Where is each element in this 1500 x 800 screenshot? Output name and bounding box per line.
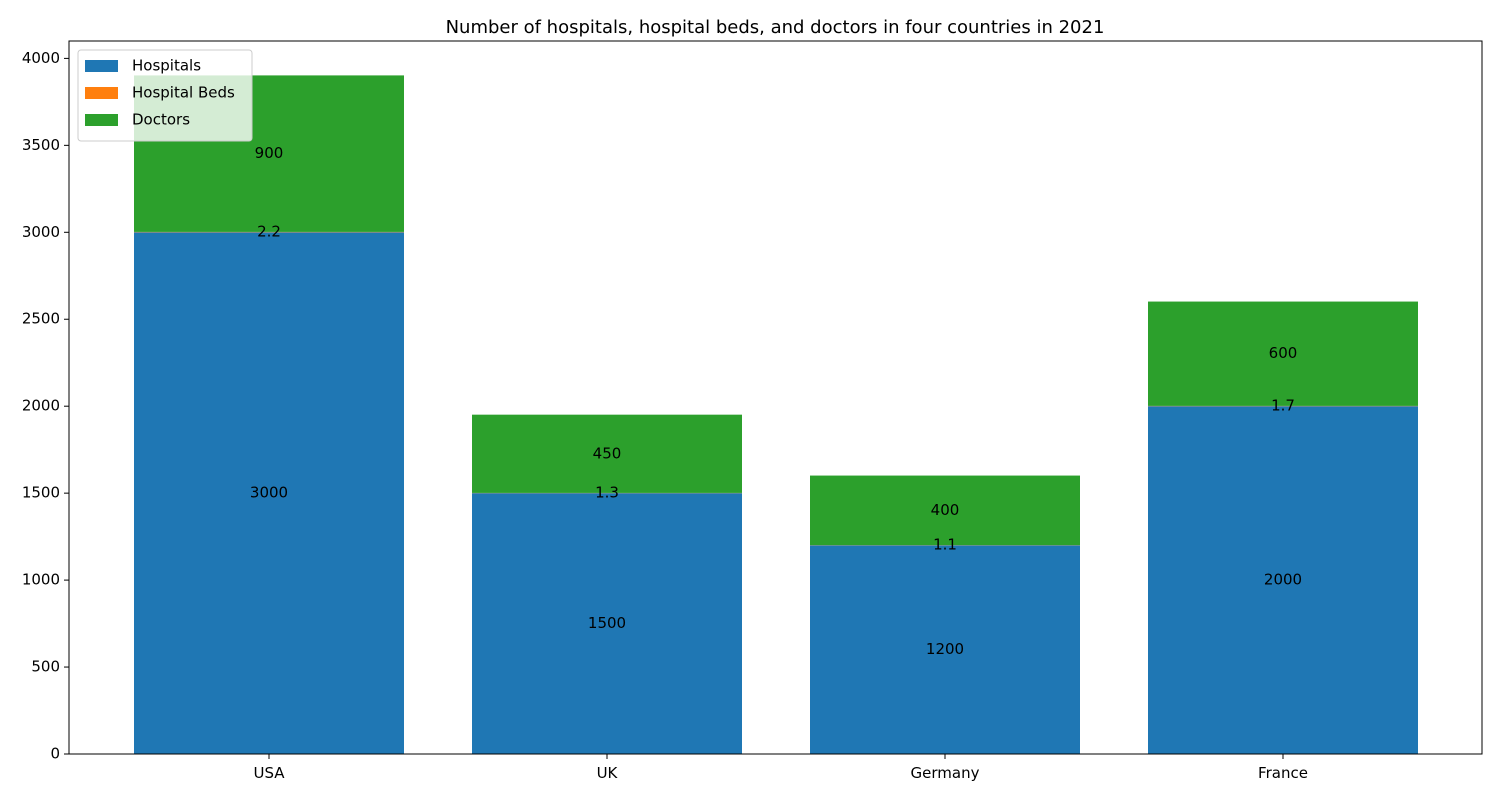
bar-doctors-france <box>1148 301 1418 406</box>
bar-doctors-uk <box>472 414 742 493</box>
y-axis: 0 500 1000 1500 2000 2500 3000 3500 4000 <box>22 49 69 763</box>
data-label: 1.7 <box>1271 397 1295 415</box>
bar-doctors-germany <box>810 475 1080 546</box>
data-label: 600 <box>1269 344 1298 362</box>
y-tick-label: 2000 <box>22 397 60 415</box>
legend-swatch <box>85 114 118 126</box>
bar-hospitals-uk <box>472 493 742 754</box>
y-tick-label: 2500 <box>22 310 60 328</box>
data-label: 3000 <box>250 484 288 502</box>
legend: Hospitals Hospital Beds Doctors <box>77 49 253 142</box>
legend-label: Doctors <box>132 111 190 129</box>
data-labels-layer: 3000 2.2 900 1500 1.3 450 1200 1.1 400 2000 1.7 600 <box>250 144 1302 658</box>
bars-layer <box>134 75 1418 755</box>
y-tick-label: 1500 <box>22 484 60 502</box>
legend-swatch <box>85 60 118 72</box>
chart-title: Number of hospitals, hospital beds, and … <box>446 17 1105 38</box>
x-tick-label: Germany <box>911 764 980 782</box>
x-tick-label: USA <box>253 764 285 782</box>
x-tick-label: France <box>1258 764 1308 782</box>
x-tick-label: UK <box>597 764 619 782</box>
legend-box <box>77 49 253 142</box>
data-label: 1200 <box>926 640 964 658</box>
y-tick-label: 0 <box>50 745 60 763</box>
y-tick-label: 3500 <box>22 136 60 154</box>
data-label: 400 <box>931 501 960 519</box>
bar-hospitals-usa <box>134 232 404 755</box>
data-label: 1500 <box>588 614 626 632</box>
data-label: 2.2 <box>257 223 281 241</box>
y-tick-label: 1000 <box>22 571 60 589</box>
data-label: 2000 <box>1264 571 1302 589</box>
y-tick-label: 500 <box>31 658 60 676</box>
data-label: 900 <box>255 144 284 162</box>
legend-swatch <box>85 87 118 99</box>
plot-frame <box>68 40 1483 755</box>
legend-label: Hospitals <box>132 57 201 75</box>
legend-label: Hospital Beds <box>132 84 235 102</box>
y-tick-label: 4000 <box>22 49 60 67</box>
y-tick-label: 3000 <box>22 223 60 241</box>
bar-hospitals-france <box>1148 406 1418 754</box>
bar-hospitals-germany <box>810 545 1080 754</box>
x-axis: USA UK Germany France <box>253 754 1308 782</box>
data-label: 450 <box>593 444 622 462</box>
data-label: 1.3 <box>595 484 619 502</box>
data-label: 1.1 <box>933 536 957 554</box>
